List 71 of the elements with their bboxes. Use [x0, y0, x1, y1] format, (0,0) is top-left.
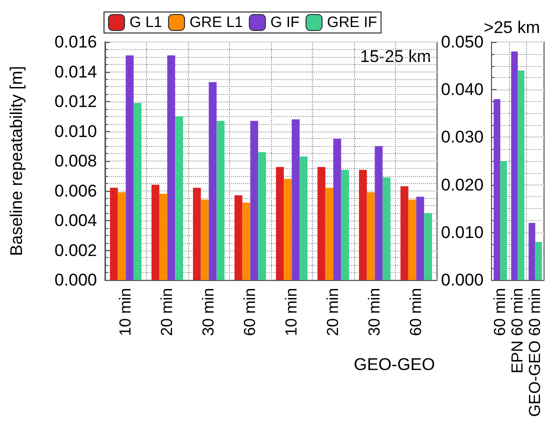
x-tick-label: 20 min [324, 288, 342, 336]
bar [208, 82, 217, 280]
bar [234, 195, 242, 280]
y-tick-label: 0.010 [54, 122, 97, 141]
y-axis-title: Baseline repeatability [m] [7, 66, 26, 256]
bar [528, 222, 536, 280]
bar [325, 188, 334, 280]
bar [200, 200, 209, 280]
y-tick-label: 0.012 [54, 92, 97, 111]
legend-label: G IF [270, 14, 300, 31]
legend-label: GRE IF [327, 14, 378, 31]
bar [500, 161, 507, 280]
bar [511, 52, 518, 280]
y-tick-label: 0.040 [440, 80, 484, 100]
y-tick-label: 0.014 [54, 62, 97, 82]
x-tick-label: 10 min [117, 288, 134, 336]
bar [535, 242, 542, 280]
x-tick-label: 60 min [242, 288, 259, 336]
bar [317, 166, 326, 280]
bar [110, 188, 118, 280]
bar [374, 146, 383, 280]
y-tick-label: 0.020 [440, 175, 484, 194]
y-tick-label: 0.016 [54, 32, 97, 52]
y-tick-label: 0.002 [54, 240, 97, 260]
legend-label: GRE L1 [190, 14, 243, 31]
bar [159, 194, 168, 280]
bar [494, 99, 500, 280]
y-tick-label: 0.000 [440, 270, 484, 290]
bar [333, 138, 342, 280]
x-tick-label: 20 min [158, 288, 176, 336]
bar [341, 170, 350, 280]
y-tick-label: 0.050 [440, 32, 484, 52]
bar [424, 213, 432, 280]
x-tick-label: EPN 60 min [509, 288, 526, 374]
bar [400, 186, 408, 280]
bar [192, 188, 201, 280]
x-tick-label: 60 min [492, 288, 509, 336]
bar [276, 166, 284, 280]
bar [250, 120, 258, 280]
bar [151, 184, 160, 280]
bar [118, 192, 126, 280]
y-tick-label: 0.006 [54, 181, 97, 200]
legend-label: G L1 [130, 14, 162, 31]
text: GEO-GEO [354, 355, 435, 374]
bar [408, 200, 416, 280]
y-tick-label: 0.004 [54, 211, 97, 230]
bar [175, 116, 184, 280]
bar [126, 55, 134, 280]
bar [518, 70, 524, 280]
bar [292, 119, 300, 280]
bar [382, 177, 391, 280]
bar [284, 178, 292, 280]
bar [300, 156, 308, 280]
bar [416, 196, 424, 280]
bar [242, 202, 250, 280]
x-tick-label: GEO-GEO 60 min [526, 288, 544, 417]
bar [167, 55, 176, 280]
y-tick-label: 0.008 [54, 152, 97, 170]
x-tick-label: 30 min [366, 288, 384, 336]
y-tick-label: 0.000 [54, 270, 97, 290]
bar [258, 152, 266, 280]
x-tick-label: 10 min [283, 288, 300, 336]
chart-title: >25 km [484, 18, 540, 37]
x-tick-label: 60 min [408, 288, 425, 336]
bar [358, 170, 367, 280]
y-tick-label: 0.030 [440, 128, 484, 147]
bar [216, 120, 225, 280]
bar [366, 192, 375, 280]
x-tick-label: 30 min [200, 288, 218, 336]
bar [134, 102, 142, 280]
y-tick-label: 0.010 [440, 222, 484, 242]
